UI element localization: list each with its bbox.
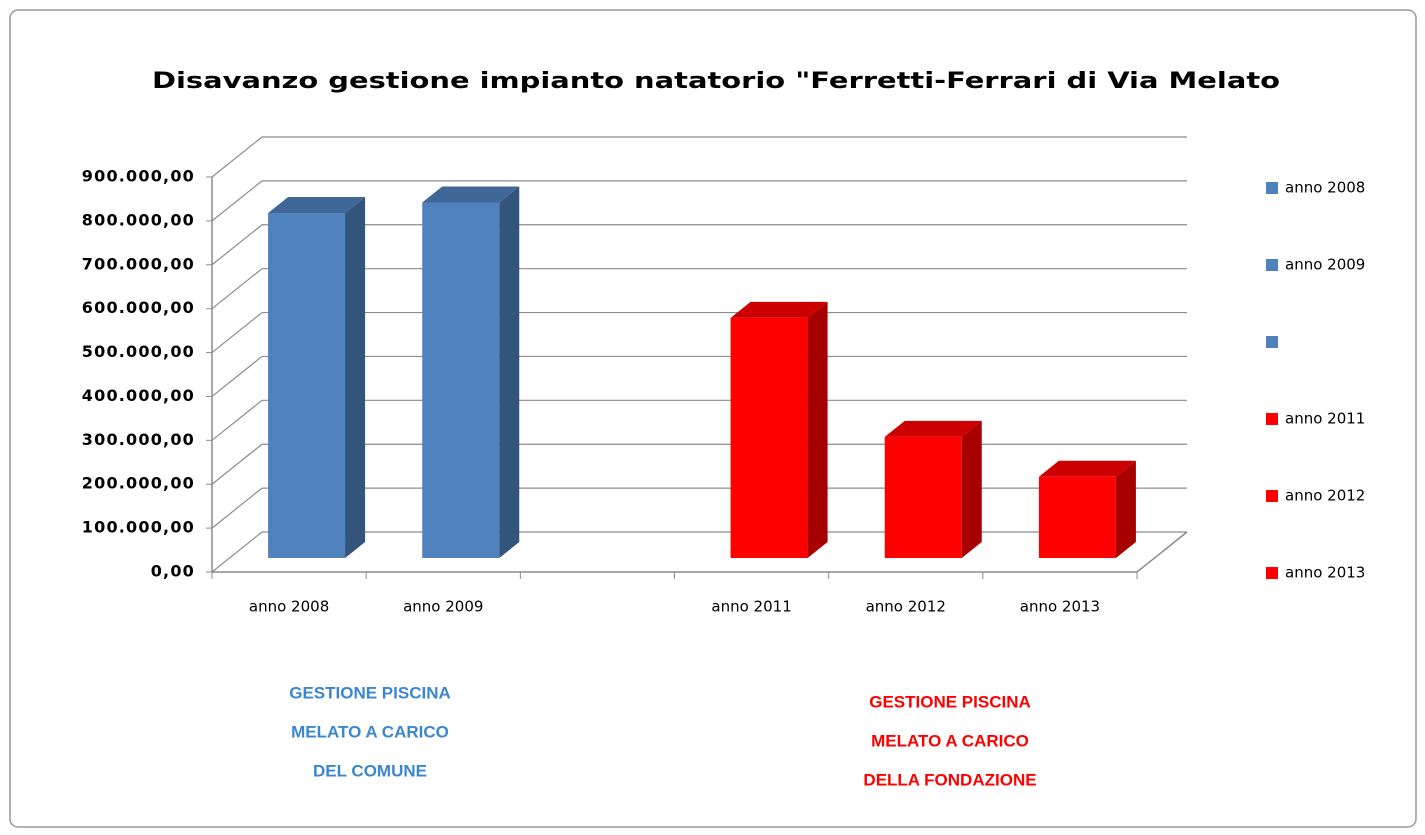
floor-edge — [1136, 531, 1188, 573]
y-tick-label: 200.000,00 — [82, 474, 195, 493]
group-label: MELATO A CARICO — [291, 722, 449, 741]
legend-swatch — [1266, 567, 1278, 579]
bar-top — [730, 301, 828, 318]
y-tick-label: 500.000,00 — [82, 342, 195, 361]
x-tick-label: anno 2008 — [249, 598, 329, 616]
group-label: DELLA FONDAZIONE — [863, 770, 1036, 789]
y-tick-label: 800.000,00 — [82, 210, 195, 229]
bar-top — [268, 197, 366, 214]
bar-top — [884, 420, 982, 437]
group-label: GESTIONE PISCINA — [289, 683, 451, 702]
grid-line-side — [211, 136, 263, 178]
bar-top — [1038, 460, 1136, 477]
bar — [884, 436, 962, 558]
y-tick-label: 0,00 — [151, 562, 195, 581]
bar — [422, 202, 500, 558]
grid-line-side — [211, 312, 263, 354]
legend-swatch — [1266, 413, 1278, 425]
y-tick-label: 400.000,00 — [82, 386, 195, 405]
legend-swatch — [1266, 259, 1278, 271]
grid-line-side — [211, 443, 263, 485]
grid-line-side — [211, 180, 263, 222]
bar — [268, 213, 346, 559]
legend-swatch — [1266, 182, 1278, 194]
y-tick-label: 300.000,00 — [82, 430, 195, 449]
grid-line-side — [211, 487, 263, 529]
group-label: GESTIONE PISCINA — [869, 692, 1031, 711]
y-tick-label: 600.000,00 — [82, 298, 195, 317]
x-tick-label: anno 2013 — [1020, 598, 1100, 616]
legend-swatch — [1266, 490, 1278, 502]
legend-label: anno 2008 — [1285, 179, 1365, 197]
grid-line-side — [211, 531, 263, 573]
x-tick-label: anno 2009 — [403, 598, 483, 616]
grid-line-side — [211, 355, 263, 397]
legend-label: anno 2013 — [1285, 564, 1365, 582]
grid-line-side — [211, 399, 263, 441]
bar — [1038, 476, 1116, 558]
bar-side — [345, 197, 366, 559]
legend-label: anno 2011 — [1285, 410, 1365, 428]
grid-line-side — [211, 268, 263, 310]
group-label: DEL COMUNE — [313, 761, 427, 780]
legend-swatch — [1266, 336, 1278, 348]
chart-title: Disavanzo gestione impianto natatorio "F… — [152, 69, 1280, 94]
y-tick-label: 100.000,00 — [82, 518, 195, 537]
bar-side — [1115, 460, 1136, 558]
bar — [730, 317, 808, 558]
bar-side — [807, 301, 828, 558]
group-label: MELATO A CARICO — [871, 731, 1029, 750]
x-tick-label: anno 2011 — [711, 598, 791, 616]
bar-side — [499, 186, 520, 558]
legend-label: anno 2009 — [1285, 256, 1365, 274]
legend-label: anno 2012 — [1285, 487, 1365, 505]
bar-top — [422, 186, 520, 203]
bar-side — [961, 420, 982, 558]
x-tick-label: anno 2012 — [866, 598, 946, 616]
grid-line-side — [211, 224, 263, 266]
y-tick-label: 700.000,00 — [82, 254, 195, 273]
y-tick-label: 900.000,00 — [82, 167, 195, 186]
